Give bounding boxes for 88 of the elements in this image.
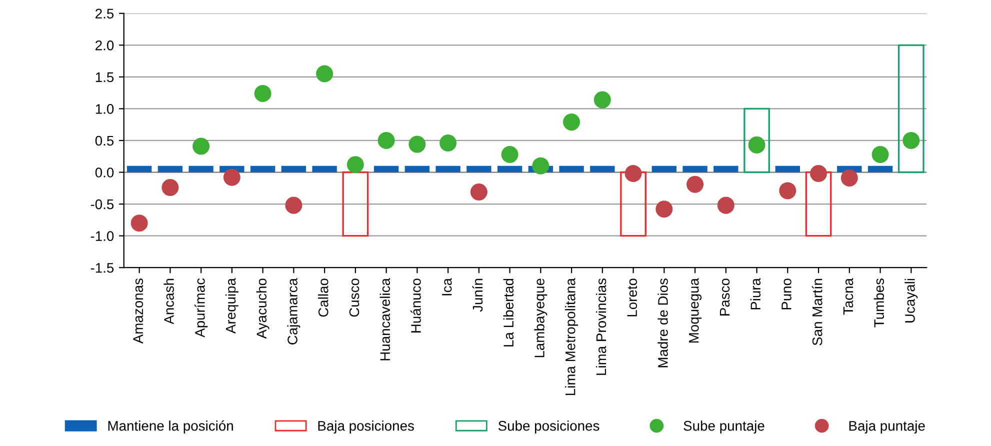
x-tick-label: Ucayali	[904, 278, 918, 322]
point	[532, 157, 550, 174]
bar	[805, 171, 832, 237]
bar	[620, 171, 646, 237]
point	[316, 65, 334, 82]
point	[686, 176, 704, 193]
point	[192, 138, 210, 155]
point	[810, 165, 828, 182]
x-tick-label: Ica	[442, 278, 452, 296]
x-tick-label: Lima Provincias	[596, 278, 606, 375]
bar	[342, 171, 369, 237]
x-tick-label: Junín	[472, 278, 483, 312]
point	[254, 84, 272, 102]
bar	[312, 166, 337, 172]
x-tick-label: Tumbes	[874, 278, 884, 328]
bar	[281, 166, 306, 172]
x-tick-label: Ayacucho	[256, 278, 270, 339]
point	[594, 91, 611, 108]
x-tick-label: La Libertad	[503, 278, 514, 346]
point	[440, 134, 457, 152]
point	[346, 156, 364, 174]
x-tick-label: Amazonas	[133, 278, 144, 344]
point	[223, 168, 240, 186]
x-tick-label: Madre de Dios	[658, 278, 668, 368]
point	[840, 169, 858, 186]
legend-label: Baja puntaje	[849, 420, 925, 434]
bar	[436, 166, 460, 172]
bar	[682, 166, 708, 172]
legend-label: Sube puntaje	[684, 420, 764, 434]
y-tick-label: 2.5	[96, 8, 114, 19]
point	[470, 183, 488, 200]
y-tick-label: 1.5	[96, 72, 114, 82]
x-tick-label: Arequipa	[225, 278, 238, 334]
x-tick-label: Huancavelica	[380, 278, 390, 360]
x-tick-label: Ancash	[164, 278, 174, 324]
bar	[374, 166, 399, 172]
point	[779, 182, 796, 200]
bar	[898, 44, 924, 174]
x-tick-label: Pasco	[720, 278, 730, 316]
legend-label: Sube posiciones	[498, 420, 600, 434]
point	[162, 179, 179, 196]
point	[378, 132, 395, 149]
legend-label: Baja posiciones	[318, 420, 414, 434]
bar	[559, 166, 584, 172]
bar	[775, 166, 800, 172]
y-tick-label: 0.0	[95, 168, 114, 178]
y-tick-label: -1.5	[90, 263, 114, 273]
bar	[744, 108, 770, 174]
y-tick-label: -1.0	[90, 231, 114, 241]
point	[624, 165, 642, 182]
point	[563, 114, 580, 131]
point	[717, 196, 734, 214]
bar	[868, 166, 893, 172]
x-tick-label: Lambayeque	[534, 278, 548, 358]
point	[285, 196, 302, 214]
x-tick-label: Lima Metropolitana	[565, 278, 578, 395]
point	[501, 146, 518, 163]
x-tick-label: Puno	[782, 278, 792, 310]
bar	[404, 166, 430, 172]
point	[872, 146, 889, 163]
y-tick-label: 2.0	[96, 40, 114, 50]
bar	[466, 166, 492, 172]
y-tick-label: 0.5	[95, 136, 114, 146]
x-tick-label: San Martín	[812, 278, 822, 346]
x-tick-label: Loreto	[627, 278, 638, 316]
bar	[126, 166, 152, 172]
point	[130, 214, 148, 232]
bar	[590, 166, 615, 172]
x-tick-label: Tacna	[843, 278, 854, 315]
legend-label: Mantiene la posición	[108, 420, 233, 434]
bar	[250, 166, 276, 172]
point	[656, 200, 673, 218]
x-tick-label: Huánuco	[410, 278, 421, 332]
x-tick-label: Moquegua	[689, 278, 702, 343]
bar	[188, 166, 214, 172]
bar	[652, 166, 677, 172]
x-tick-label: Cajamarca	[287, 278, 300, 344]
y-tick-label: 1.0	[96, 104, 114, 114]
x-tick-label: Cusco	[349, 278, 360, 317]
y-tick-label: -0.5	[90, 199, 114, 210]
point	[408, 136, 426, 153]
x-tick-label: Apurímac	[194, 278, 208, 338]
x-tick-label: Callao	[318, 278, 328, 317]
x-tick-label: Piura	[750, 278, 761, 310]
bar	[158, 166, 183, 172]
bar	[497, 166, 522, 172]
bar	[714, 166, 738, 172]
point	[902, 132, 920, 149]
